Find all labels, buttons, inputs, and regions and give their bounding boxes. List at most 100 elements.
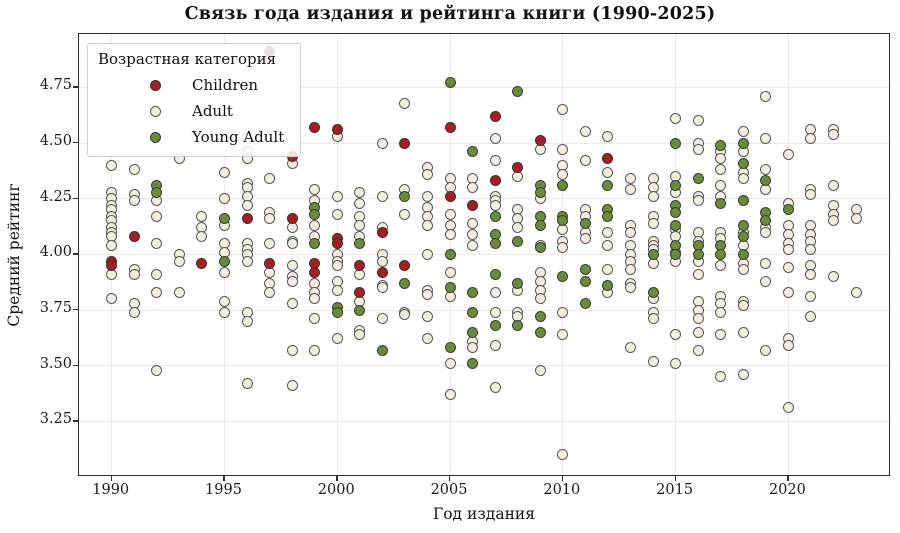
- scatter-point: [128, 195, 140, 207]
- scatter-point: [805, 133, 817, 145]
- scatter-point: [489, 110, 501, 122]
- scatter-point: [376, 255, 388, 267]
- legend-item-adult: Adult: [88, 98, 300, 124]
- scatter-point: [444, 77, 456, 89]
- gridline-y: [79, 253, 889, 255]
- scatter-point: [399, 137, 411, 149]
- scatter-point: [737, 137, 749, 149]
- scatter-point: [557, 449, 569, 461]
- scatter-point: [670, 248, 682, 260]
- scatter-point: [512, 277, 524, 289]
- scatter-point: [421, 288, 433, 300]
- scatter-point: [173, 286, 185, 298]
- legend-label: Children: [192, 76, 259, 94]
- y-tick-label: 4.25: [39, 188, 72, 205]
- scatter-point: [534, 364, 546, 376]
- scatter-point: [241, 255, 253, 267]
- scatter-point: [489, 306, 501, 318]
- scatter-point: [692, 313, 704, 325]
- scatter-point: [467, 182, 479, 194]
- scatter-point: [579, 264, 591, 276]
- scatter-point: [106, 239, 118, 251]
- scatter-point: [534, 219, 546, 231]
- scatter-point: [151, 186, 163, 198]
- scatter-point: [354, 197, 366, 209]
- scatter-point: [489, 211, 501, 223]
- scatter-point: [557, 144, 569, 156]
- scatter-point: [444, 208, 456, 220]
- scatter-point: [557, 168, 569, 180]
- scatter-point: [399, 97, 411, 109]
- scatter-point: [264, 237, 276, 249]
- scatter-point: [376, 313, 388, 325]
- scatter-point: [692, 268, 704, 280]
- scatter-point: [624, 282, 636, 294]
- scatter-point: [354, 260, 366, 272]
- scatter-point: [444, 191, 456, 202]
- scatter-point: [624, 184, 636, 196]
- scatter-point: [444, 342, 456, 354]
- scatter-point: [331, 208, 343, 220]
- x-tick-mark: [336, 476, 338, 481]
- scatter-point: [444, 248, 456, 260]
- legend-title: Возрастная категория: [98, 50, 277, 68]
- scatter-point: [106, 293, 118, 305]
- scatter-point: [331, 306, 343, 318]
- scatter-point: [421, 219, 433, 231]
- y-tick-label: 3.50: [39, 355, 72, 372]
- gridline-y: [79, 420, 889, 422]
- scatter-point: [399, 191, 411, 202]
- scatter-point: [286, 275, 298, 287]
- x-tick-label: 1990: [92, 482, 130, 498]
- scatter-point: [467, 286, 479, 298]
- scatter-point: [782, 204, 794, 216]
- scatter-point: [602, 153, 614, 165]
- legend-marker-icon: [150, 131, 161, 143]
- scatter-point: [827, 215, 839, 227]
- scatter-point: [760, 215, 772, 227]
- scatter-point: [309, 121, 321, 133]
- scatter-point: [737, 300, 749, 312]
- scatter-point: [218, 306, 230, 318]
- scatter-point: [331, 191, 343, 202]
- x-tick-label: 2020: [768, 482, 806, 498]
- scatter-point: [760, 133, 772, 145]
- legend: Возрастная категория Children Adult Young …: [87, 43, 301, 157]
- x-tick-mark: [561, 476, 564, 481]
- scatter-point: [692, 326, 704, 338]
- scatter-point: [309, 313, 321, 325]
- scatter-point: [354, 304, 366, 316]
- scatter-point: [534, 135, 546, 147]
- scatter-point: [534, 186, 546, 198]
- scatter-point: [376, 191, 388, 202]
- scatter-point: [467, 199, 479, 211]
- scatter-point: [444, 357, 456, 369]
- scatter-point: [692, 195, 704, 207]
- scatter-point: [782, 286, 794, 298]
- scatter-point: [737, 369, 749, 381]
- y-tick-mark: [73, 420, 78, 422]
- scatter-point: [467, 342, 479, 354]
- scatter-point: [512, 162, 524, 174]
- scatter-point: [715, 260, 727, 272]
- scatter-point: [421, 168, 433, 180]
- x-tick-mark: [674, 476, 676, 481]
- legend-item-young-adult: Young Adult: [88, 124, 300, 150]
- scatter-point: [489, 175, 501, 187]
- scatter-point: [760, 257, 772, 269]
- scatter-point: [309, 208, 321, 220]
- scatter-point: [760, 275, 772, 287]
- scatter-point: [309, 344, 321, 356]
- scatter-point: [557, 179, 569, 191]
- scatter-point: [354, 329, 366, 341]
- scatter-point: [827, 179, 839, 191]
- scatter-point: [331, 124, 343, 136]
- scatter-point: [647, 191, 659, 202]
- scatter-point: [557, 306, 569, 318]
- scatter-point: [692, 248, 704, 260]
- scatter-point: [782, 244, 794, 256]
- scatter-point: [286, 260, 298, 272]
- scatter-point: [467, 306, 479, 318]
- scatter-point: [106, 159, 118, 171]
- scatter-point: [489, 237, 501, 249]
